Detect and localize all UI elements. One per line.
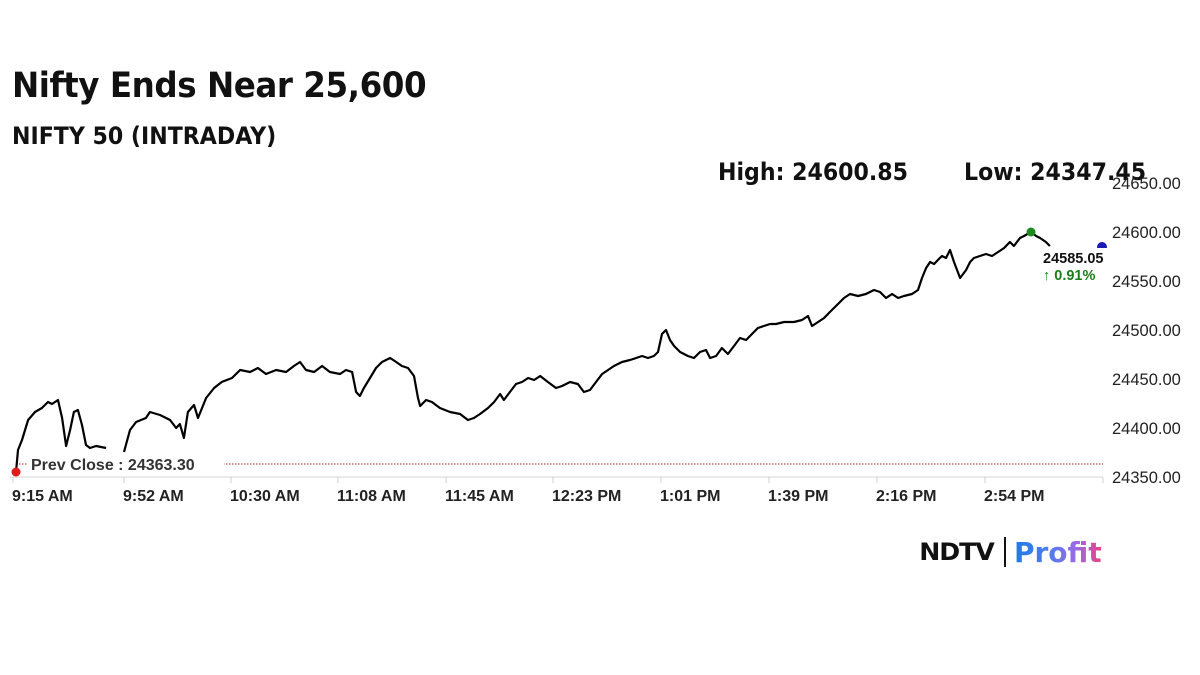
prev-close-label-bg <box>28 454 224 474</box>
prev-close-label: Prev Close : 24363.30 <box>31 457 195 474</box>
chart-subtitle: NIFTY 50 (INTRADAY) <box>12 122 277 150</box>
x-tick-label: 11:45 AM <box>445 488 514 505</box>
x-tick-label: 2:16 PM <box>876 488 936 505</box>
x-tick-label: 9:52 AM <box>123 488 184 505</box>
x-tick-label: 10:30 AM <box>230 488 300 505</box>
logo-separator <box>1003 537 1006 567</box>
y-tick-label: 24400.00 <box>1112 420 1181 438</box>
price-line-segment <box>122 230 1051 453</box>
x-tick-label: 2:54 PM <box>984 488 1044 505</box>
logo-profit-text: Profit <box>1013 535 1102 569</box>
y-tick-label: 24550.00 <box>1112 273 1181 291</box>
day-high-marker-dot <box>1026 227 1036 237</box>
x-tick-label: 1:01 PM <box>660 488 720 505</box>
last-price-label-bg <box>1040 248 1110 286</box>
last-price-value: 24585.05 <box>1043 251 1103 267</box>
headline: Nifty Ends Near 25,600 <box>12 66 427 106</box>
y-tick-label: 24600.00 <box>1112 224 1181 242</box>
day-low-label: Low: 24347.45 <box>964 158 1147 186</box>
open-marker-dot <box>11 467 21 477</box>
x-tick-label: 12:23 PM <box>552 488 621 505</box>
day-high-label: High: 24600.85 <box>718 158 909 186</box>
y-tick-label: 24450.00 <box>1112 371 1181 389</box>
price-line-segment <box>14 398 107 473</box>
x-tick-label: 1:39 PM <box>768 488 828 505</box>
logo-ndtv-text: NDTV <box>919 538 995 566</box>
y-tick-label: 24500.00 <box>1112 322 1181 340</box>
price-line <box>14 230 1051 473</box>
y-tick-label: 24350.00 <box>1112 469 1181 487</box>
x-tick-label: 11:08 AM <box>337 488 406 505</box>
ndtv-profit-logo: NDTV Profit <box>919 534 1102 570</box>
x-axis: 9:15 AM 9:52 AM 10:30 AM 11:08 AM 11:45 AM 12… <box>12 477 1104 505</box>
last-price-change: ↑ 0.91% <box>1043 268 1095 284</box>
y-tick-label: 24650.00 <box>1112 175 1181 193</box>
x-tick-label: 9:15 AM <box>12 488 73 505</box>
y-axis: 24650.00 24600.00 24550.00 24500.00 24450.00… <box>1112 175 1181 487</box>
